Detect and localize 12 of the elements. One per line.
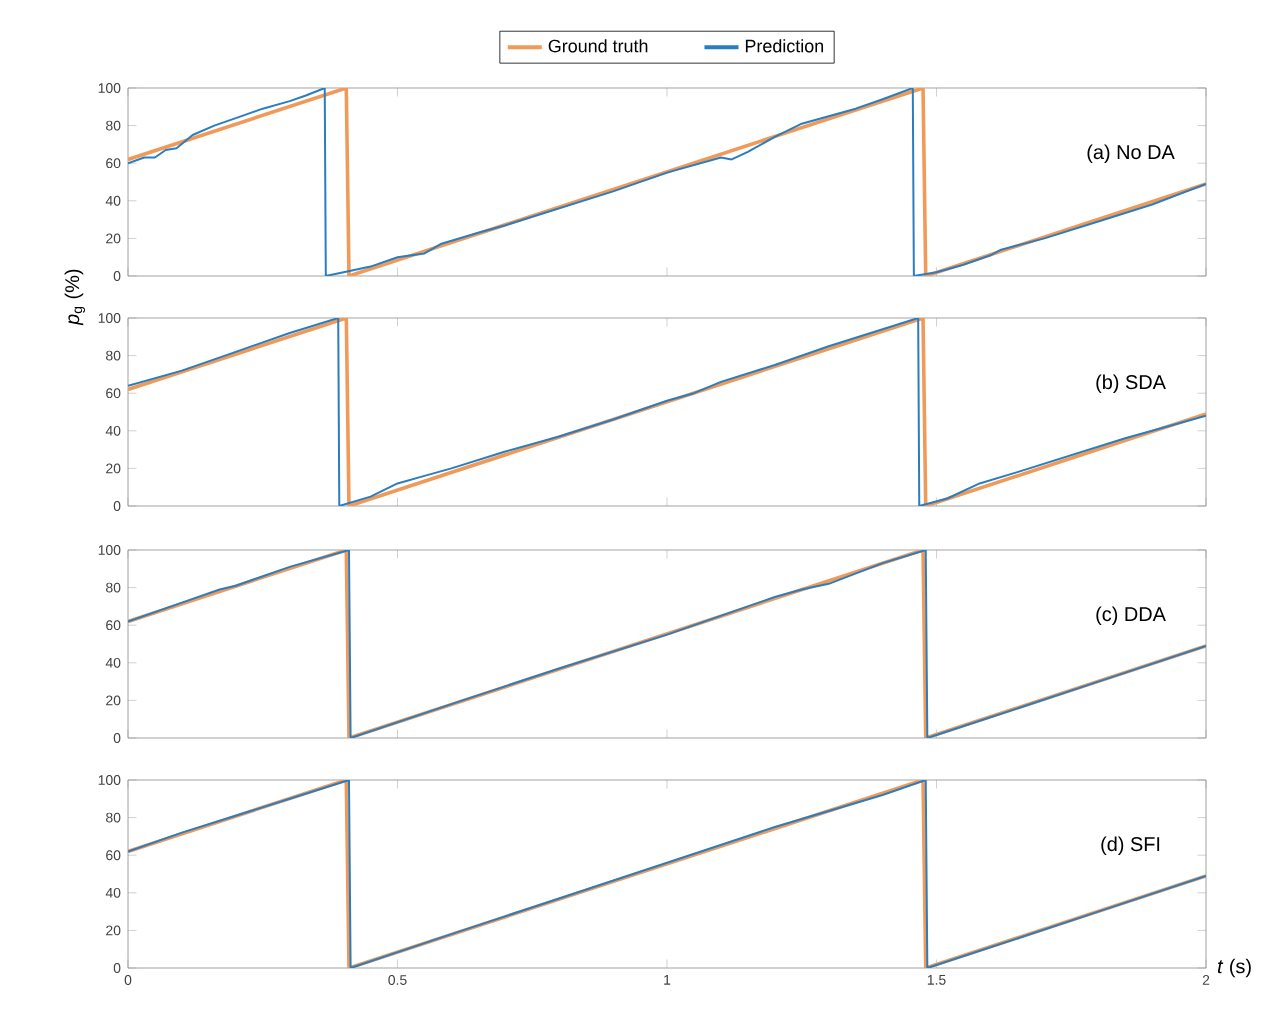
legend-label: Prediction xyxy=(745,39,824,53)
y-axis-title: p$_{g}$ (%) xyxy=(64,269,85,326)
legend-label: Ground truth xyxy=(548,39,648,53)
annotation: (c) DDA xyxy=(1096,606,1166,626)
x-axis-title: t (s) xyxy=(1217,958,1251,978)
line-series xyxy=(128,87,1207,276)
line-series xyxy=(128,317,1207,506)
annotation: (d) SFI xyxy=(1101,836,1160,856)
annotation: (b) SDA xyxy=(1096,374,1166,394)
annotation: (a) No DA xyxy=(1087,144,1175,164)
line-series xyxy=(128,549,1207,738)
line-series xyxy=(128,780,1207,968)
